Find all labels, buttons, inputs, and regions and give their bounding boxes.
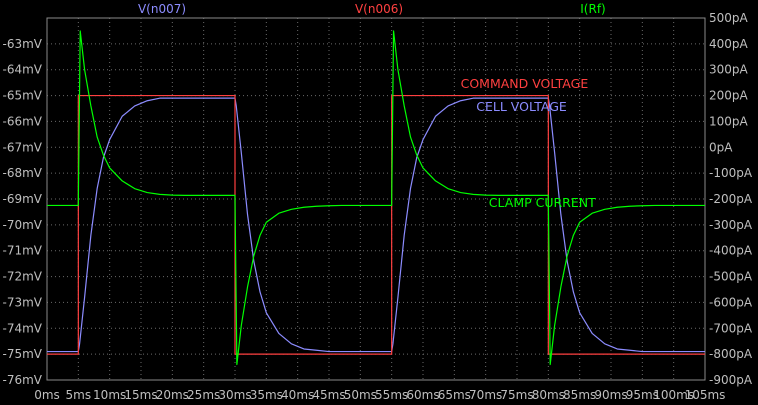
- x-tick-label: 25ms: [187, 388, 220, 402]
- right-y-tick-label: -800pA: [709, 347, 753, 361]
- annotations: COMMAND VOLTAGE CELL VOLTAGE CLAMP CURRENT: [461, 76, 597, 210]
- annotation-label: COMMAND VOLTAGE: [461, 76, 589, 91]
- left-y-tick-label: -72mV: [3, 270, 43, 284]
- left-y-tick-label: -71mV: [3, 244, 43, 258]
- right-y-tick-label: 100pA: [709, 114, 749, 128]
- left-y-axis-tick-labels: -63mV -64mV -65mV -66mV -67mV -68mV -69mV -70mV…: [3, 37, 43, 387]
- right-y-axis-tick-labels: 500pA 400pA 300pA 200pA 100pA 0pA -100pA -200pA…: [709, 11, 753, 387]
- left-y-tick-label: -74mV: [3, 321, 43, 335]
- right-y-tick-label: -500pA: [709, 270, 753, 284]
- x-tick-label: 70ms: [469, 388, 502, 402]
- x-tick-label: 55ms: [375, 388, 408, 402]
- plot-frame: [46, 17, 706, 381]
- right-y-tick-label: -200pA: [709, 192, 753, 206]
- left-y-tick-label: -70mV: [3, 218, 43, 232]
- left-y-tick-label: -63mV: [3, 37, 43, 51]
- x-tick-label: 45ms: [312, 388, 345, 402]
- x-tick-label: 60ms: [406, 388, 439, 402]
- x-tick-label: 50ms: [344, 388, 377, 402]
- x-tick-label: 35ms: [250, 388, 283, 402]
- x-tick-label: 5ms: [66, 388, 92, 402]
- x-tick-label: 100ms: [653, 388, 694, 402]
- left-y-tick-label: -66mV: [3, 114, 43, 128]
- right-y-tick-label: -300pA: [709, 218, 753, 232]
- right-y-tick-label: 300pA: [709, 63, 749, 77]
- x-tick-label: 95ms: [626, 388, 659, 402]
- right-y-tick-label: -100pA: [709, 166, 753, 180]
- x-tick-label: 105ms: [685, 388, 726, 402]
- left-y-tick-label: -75mV: [3, 347, 43, 361]
- right-y-tick-label: -600pA: [709, 295, 753, 309]
- legend-entry: I(Rf): [580, 2, 605, 16]
- right-y-tick-label: -900pA: [709, 373, 753, 387]
- x-tick-label: 85ms: [563, 388, 596, 402]
- right-y-tick-label: -700pA: [709, 321, 753, 335]
- right-y-tick-label: 200pA: [709, 89, 749, 103]
- series-lines: [47, 30, 705, 366]
- x-tick-label: 10ms: [93, 388, 126, 402]
- x-tick-label: 20ms: [156, 388, 189, 402]
- left-y-tick-label: -69mV: [3, 192, 43, 206]
- x-tick-label: 75ms: [500, 388, 533, 402]
- legend-entry: V(n007): [138, 2, 186, 16]
- x-tick-label: 15ms: [124, 388, 157, 402]
- right-y-tick-label: 0pA: [709, 140, 733, 154]
- right-y-tick-label: 400pA: [709, 37, 749, 51]
- left-y-tick-label: -65mV: [3, 89, 43, 103]
- left-y-tick-label: -67mV: [3, 140, 43, 154]
- right-y-tick-label: 500pA: [709, 11, 749, 25]
- x-tick-label: 40ms: [281, 388, 314, 402]
- legend: V(n007) V(n006) I(Rf): [138, 2, 606, 16]
- left-y-tick-label: -76mV: [3, 373, 43, 387]
- series-line-i-rf: [47, 30, 705, 366]
- x-tick-label: 90ms: [594, 388, 627, 402]
- x-tick-label: 0ms: [34, 388, 60, 402]
- legend-entry: V(n006): [355, 2, 403, 16]
- x-tick-label: 65ms: [438, 388, 471, 402]
- series-line-v-n007: [47, 97, 705, 353]
- annotation-label: CELL VOLTAGE: [476, 99, 567, 114]
- left-y-tick-label: -64mV: [3, 63, 43, 77]
- right-y-tick-label: -400pA: [709, 244, 753, 258]
- x-axis-tick-labels: 0ms 5ms 10ms15ms20ms25ms30ms35ms40ms45ms50…: [34, 388, 725, 402]
- left-y-tick-label: -68mV: [3, 166, 43, 180]
- x-tick-label: 80ms: [532, 388, 565, 402]
- annotation-label: CLAMP CURRENT: [489, 195, 596, 210]
- x-tick-label: 30ms: [218, 388, 251, 402]
- left-y-tick-label: -73mV: [3, 295, 43, 309]
